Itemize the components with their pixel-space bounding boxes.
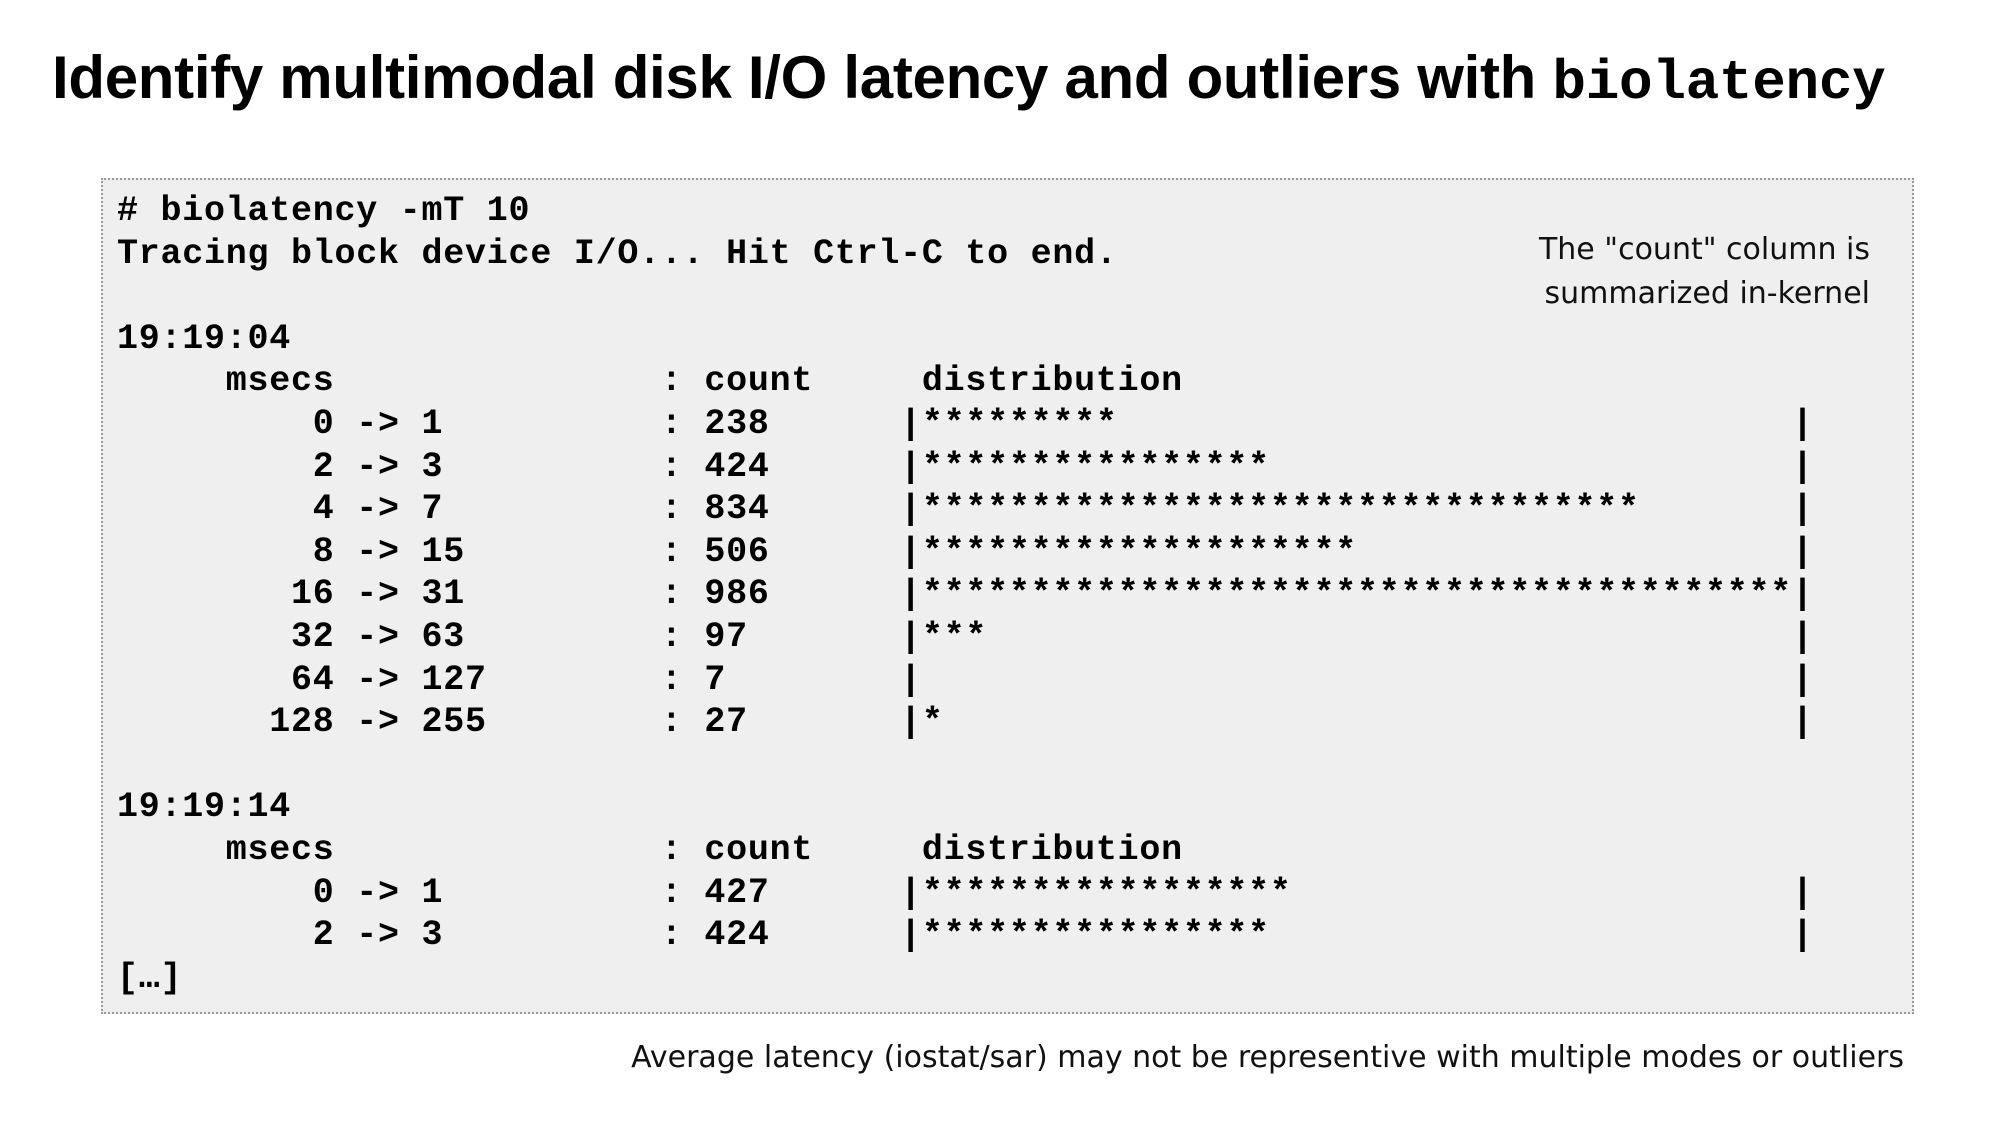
histogram-row: 128 -> 255 : 27 |* | [117,702,1814,743]
count-column-annotation: The "count" column is summarized in-kern… [1538,232,1870,311]
slide-title-text: Identify multimodal disk I/O latency and… [52,44,1553,111]
terminal-line-timestamp: 19:19:04 [117,318,292,359]
histogram-row: 4 -> 7 : 834 |**************************… [117,489,1814,530]
histogram-row: 2 -> 3 : 424 |**************** | [117,915,1814,956]
histogram-row: 8 -> 15 : 506 |******************** | [117,531,1814,572]
terminal-line-header: msecs : count distribution [117,829,1183,870]
histogram-row: 64 -> 127 : 7 | | [117,659,1814,700]
terminal-output-box: # biolatency -mT 10 Tracing block device… [101,178,1914,1014]
slide-title-command: biolatency [1552,51,1886,115]
histogram-row: 16 -> 31 : 986 |************************… [117,574,1814,615]
terminal-line-command: # biolatency -mT 10 [117,191,531,231]
terminal-output: # biolatency -mT 10 Tracing block device… [117,190,1814,999]
slide-title: Identify multimodal disk I/O latency and… [52,38,1886,123]
terminal-line-tracing: Tracing block device I/O... Hit Ctrl-C t… [117,233,1118,274]
footer-note: Average latency (iostat/sar) may not be … [631,1040,1904,1075]
terminal-line-header: msecs : count distribution [117,361,1183,402]
histogram-row: 0 -> 1 : 427 |***************** | [117,872,1814,913]
histogram-row: 32 -> 63 : 97 |*** | [117,616,1814,657]
histogram-row: 2 -> 3 : 424 |**************** | [117,446,1814,487]
terminal-line-timestamp: 19:19:14 [117,787,292,828]
terminal-line-ellipsis: […] [117,957,183,998]
histogram-row: 0 -> 1 : 238 |********* | [117,403,1814,444]
